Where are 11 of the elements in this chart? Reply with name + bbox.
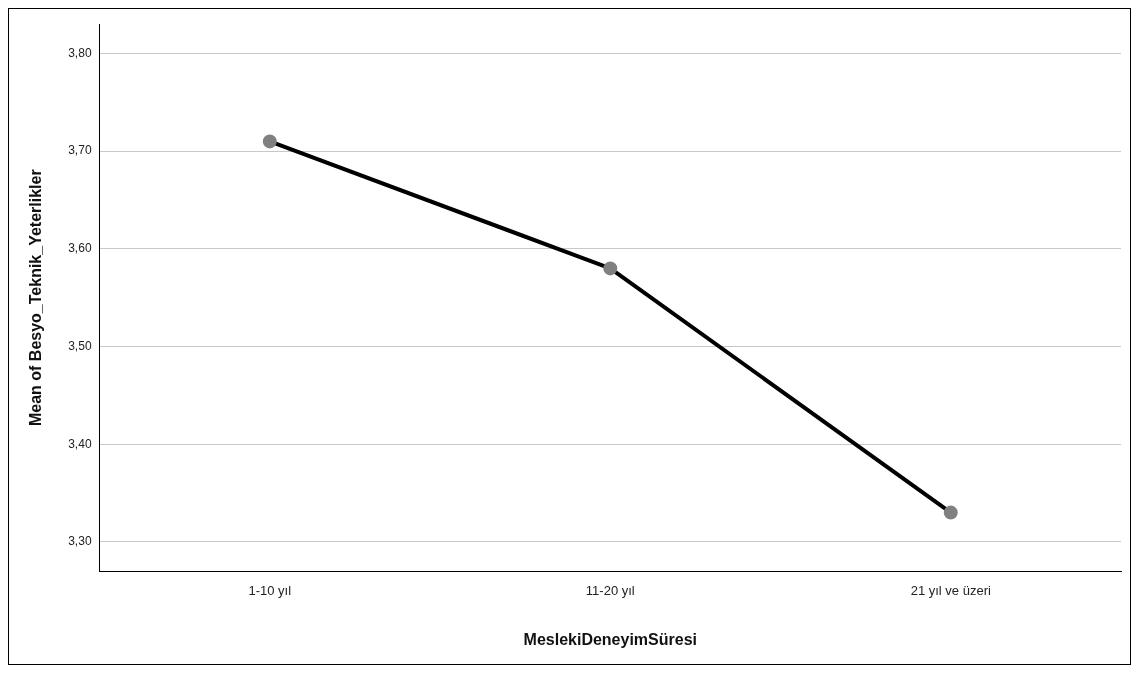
y-tick-label: 3,40 (68, 436, 92, 451)
x-tick-label: 1-10 yıl (248, 582, 292, 598)
y-tick-label: 3,50 (68, 338, 92, 353)
x-tick-label: 21 yıl ve üzeri (910, 582, 991, 598)
y-tick-label: 3,70 (68, 143, 92, 158)
y-axis-title: Mean of Besyo_Teknik_Yeterlikler (27, 169, 45, 427)
x-axis-title: MeslekiDeneyimSüresi (523, 630, 697, 648)
y-tick-label: 3,60 (68, 241, 92, 256)
y-tick-label: 3,80 (68, 45, 92, 60)
x-tick-label: 11-20 yıl (585, 582, 635, 598)
y-tick-label: 3,30 (68, 534, 92, 549)
